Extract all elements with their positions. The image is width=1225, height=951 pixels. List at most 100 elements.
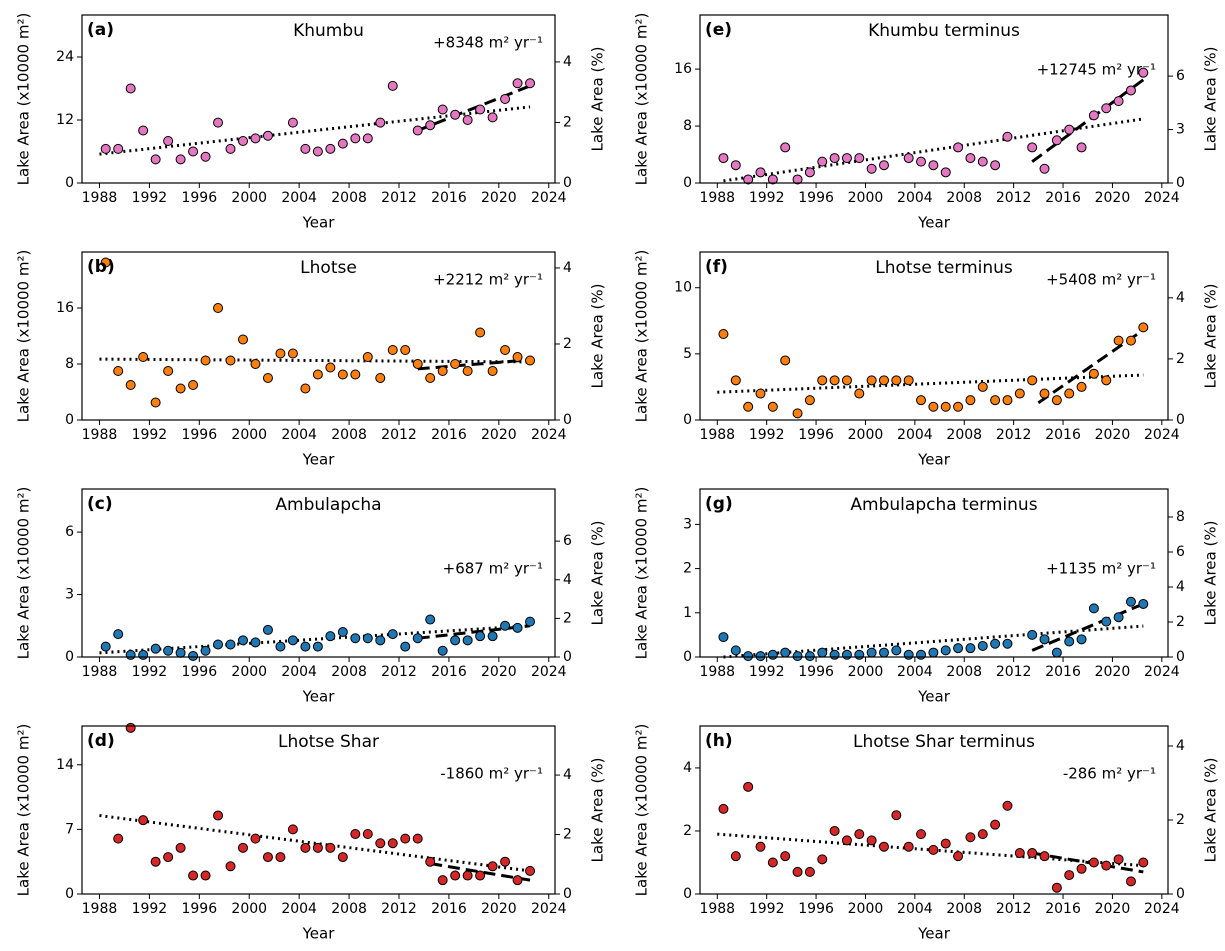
annual-point — [1101, 860, 1112, 871]
annual-point — [200, 870, 211, 881]
annual-point — [854, 388, 865, 399]
x-tick-label: 2016 — [431, 664, 467, 680]
annual-point — [400, 833, 411, 844]
x-tick-label: 1992 — [132, 901, 168, 917]
x-tick-label: 2024 — [531, 427, 567, 443]
annual-point — [475, 870, 486, 881]
trend-annotation: -1860 m² yr⁻¹ — [440, 765, 543, 783]
annual-point — [437, 366, 448, 376]
annual-point — [450, 870, 461, 881]
x-tick-label: 1996 — [181, 190, 217, 206]
x-tick-label: 2004 — [281, 427, 317, 443]
x-tick-label: 2020 — [481, 901, 517, 917]
annual-point — [213, 303, 224, 313]
annual-point — [829, 153, 840, 164]
annual-point — [325, 842, 336, 853]
y-tick-label: 10 — [674, 280, 692, 296]
y-tick-label: 24 — [56, 49, 74, 65]
annual-point — [977, 829, 988, 840]
annual-point — [1027, 629, 1038, 640]
y2-axis-label: Lake Area (%) — [1202, 521, 1220, 626]
y2-tick-label: 2 — [1176, 812, 1185, 828]
x-tick-label: 1992 — [132, 190, 168, 206]
annual-point — [437, 875, 448, 886]
y-tick-label: 14 — [56, 757, 74, 773]
annual-point — [362, 133, 373, 144]
y-tick-label: 16 — [56, 300, 74, 316]
y2-tick-label: 6 — [1176, 544, 1185, 560]
y-axis-label: Lake Area (x10000 m²) — [15, 250, 33, 423]
annual-point — [841, 835, 852, 846]
annual-point — [175, 647, 186, 658]
annual-point — [300, 143, 311, 154]
x-tick-label: 2016 — [431, 190, 467, 206]
annual-point — [718, 803, 729, 814]
annual-point — [1113, 96, 1124, 107]
annual-point — [525, 865, 536, 876]
x-tick-label: 2012 — [381, 901, 417, 917]
annual-point — [475, 631, 486, 642]
y-tick-label: 4 — [683, 760, 692, 776]
annual-point — [1076, 863, 1087, 874]
annual-point — [450, 109, 461, 120]
y-tick-label: 8 — [683, 118, 692, 134]
y2-tick-label: 2 — [1176, 351, 1185, 367]
x-tick-label: 2012 — [996, 427, 1032, 443]
y2-tick-label: 2 — [563, 610, 572, 626]
annual-point — [487, 861, 498, 872]
panel-title: Lhotse Shar — [278, 732, 379, 752]
annual-point — [138, 352, 149, 362]
y-tick-label: 6 — [65, 524, 74, 540]
y2-axis-label: Lake Area (%) — [589, 284, 607, 389]
x-axis-label: Year — [302, 925, 336, 943]
y2-axis-label: Lake Area (%) — [589, 521, 607, 626]
annual-point — [718, 329, 729, 340]
y2-tick-label: 3 — [1176, 122, 1185, 138]
annual-point — [325, 143, 336, 154]
y-tick-label: 12 — [56, 112, 74, 128]
y-tick-label: 8 — [65, 356, 74, 372]
y2-tick-label: 2 — [563, 827, 572, 843]
annual-point — [175, 842, 186, 853]
x-tick-label: 1996 — [798, 901, 834, 917]
y2-tick-label: 2 — [563, 114, 572, 130]
annual-point — [150, 856, 161, 867]
x-tick-label: 1996 — [798, 190, 834, 206]
annual-point — [792, 174, 803, 185]
recent-trend-line — [417, 624, 531, 640]
x-tick-label: 2008 — [331, 190, 367, 206]
annual-point — [262, 624, 273, 635]
x-tick-label: 2016 — [431, 427, 467, 443]
annual-point — [150, 397, 161, 408]
annual-point — [200, 355, 211, 366]
annual-point — [1101, 103, 1112, 114]
annual-point — [237, 136, 248, 146]
annual-point — [928, 844, 939, 855]
x-tick-label: 1992 — [132, 427, 168, 443]
annual-point — [512, 622, 523, 633]
x-tick-label: 2016 — [1045, 664, 1081, 680]
plot-frame — [81, 251, 556, 421]
annual-point — [188, 650, 199, 661]
annual-point — [250, 133, 261, 144]
annual-point — [300, 641, 311, 652]
annual-point — [437, 104, 448, 115]
annual-point — [866, 835, 877, 846]
x-tick-label: 2004 — [281, 901, 317, 917]
annual-point — [1101, 375, 1112, 386]
x-tick-label: 2012 — [996, 664, 1032, 680]
annual-point — [225, 639, 236, 650]
annual-point — [903, 841, 914, 852]
y2-tick-label: 4 — [1176, 290, 1185, 306]
annual-point — [350, 633, 361, 644]
annual-point — [1064, 870, 1075, 881]
annual-point — [1113, 854, 1124, 865]
y2-tick-label: 0 — [563, 412, 572, 428]
annual-point — [1064, 388, 1075, 399]
annual-point — [213, 639, 224, 650]
annual-point — [400, 641, 411, 652]
annual-point — [412, 125, 423, 136]
x-tick-label: 2020 — [481, 427, 517, 443]
annual-point — [1051, 882, 1062, 893]
y2-tick-label: 4 — [1176, 579, 1185, 595]
